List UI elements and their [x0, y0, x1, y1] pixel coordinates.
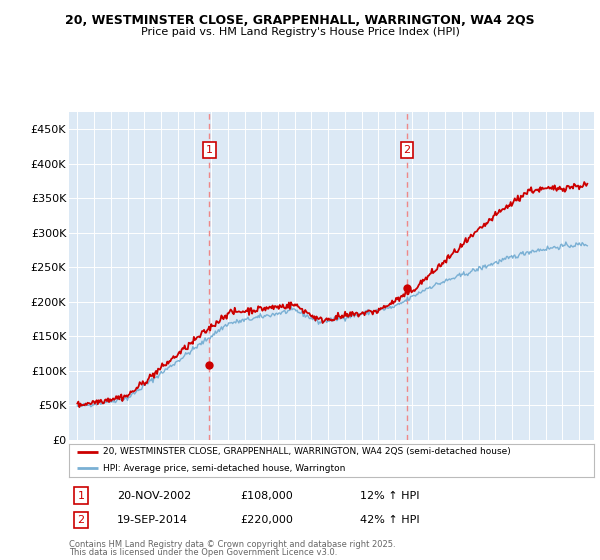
- Text: 20-NOV-2002: 20-NOV-2002: [117, 491, 191, 501]
- Text: 20, WESTMINSTER CLOSE, GRAPPENHALL, WARRINGTON, WA4 2QS (semi-detached house): 20, WESTMINSTER CLOSE, GRAPPENHALL, WARR…: [103, 447, 511, 456]
- Text: Price paid vs. HM Land Registry's House Price Index (HPI): Price paid vs. HM Land Registry's House …: [140, 27, 460, 37]
- Text: 2: 2: [77, 515, 85, 525]
- Text: £108,000: £108,000: [240, 491, 293, 501]
- Text: 42% ↑ HPI: 42% ↑ HPI: [360, 515, 419, 525]
- Text: 1: 1: [77, 491, 85, 501]
- Text: Contains HM Land Registry data © Crown copyright and database right 2025.: Contains HM Land Registry data © Crown c…: [69, 540, 395, 549]
- Text: 12% ↑ HPI: 12% ↑ HPI: [360, 491, 419, 501]
- Text: HPI: Average price, semi-detached house, Warrington: HPI: Average price, semi-detached house,…: [103, 464, 346, 473]
- Text: 20, WESTMINSTER CLOSE, GRAPPENHALL, WARRINGTON, WA4 2QS: 20, WESTMINSTER CLOSE, GRAPPENHALL, WARR…: [65, 14, 535, 27]
- Text: 2: 2: [404, 145, 410, 155]
- Text: This data is licensed under the Open Government Licence v3.0.: This data is licensed under the Open Gov…: [69, 548, 337, 557]
- Text: 1: 1: [206, 145, 213, 155]
- Text: £220,000: £220,000: [240, 515, 293, 525]
- Text: 19-SEP-2014: 19-SEP-2014: [117, 515, 188, 525]
